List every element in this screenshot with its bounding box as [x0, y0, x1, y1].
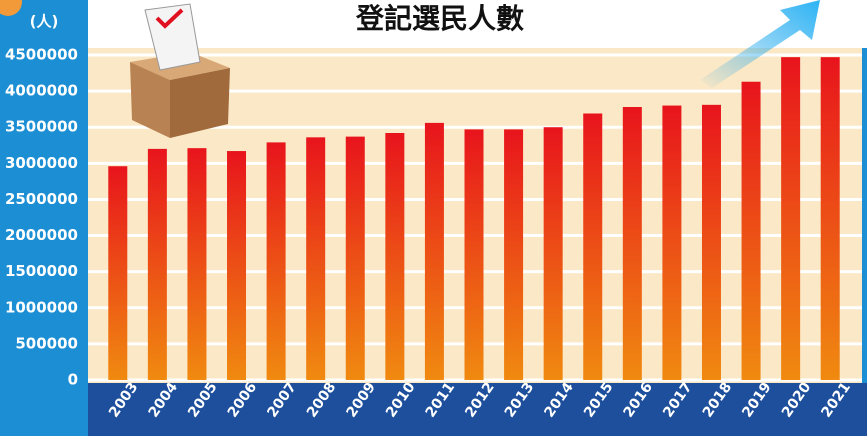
y-tick-label: 4000000 — [5, 82, 78, 100]
bar — [266, 142, 286, 380]
bar — [662, 105, 682, 381]
bar — [227, 151, 247, 380]
x-axis-band — [88, 383, 867, 436]
y-tick-label: 500000 — [15, 334, 78, 352]
bar — [543, 127, 563, 380]
bar — [583, 113, 603, 380]
bar — [820, 57, 840, 381]
bar — [464, 129, 484, 380]
y-tick-label: 1000000 — [5, 298, 78, 316]
corner-icon — [0, 0, 22, 16]
bars — [108, 57, 840, 381]
y-axis-unit: (人) — [30, 13, 59, 31]
bar — [108, 166, 128, 380]
bar — [741, 81, 761, 380]
bar — [701, 104, 721, 380]
bar — [345, 136, 365, 380]
bar — [504, 129, 524, 380]
y-tick-label: 2000000 — [5, 226, 78, 244]
bar — [147, 148, 167, 380]
chart-title: 登記選民人數 — [355, 2, 524, 35]
bar — [306, 137, 326, 380]
y-tick-label: 4500000 — [5, 46, 78, 64]
ballot-box-icon — [130, 3, 230, 138]
title-banner — [88, 0, 867, 48]
bar — [187, 148, 207, 380]
bar — [385, 133, 405, 380]
y-tick-label: 0 — [68, 371, 78, 389]
bar — [781, 57, 801, 381]
y-tick-label: 3500000 — [5, 118, 78, 136]
bar — [424, 122, 444, 380]
y-tick-label: 2500000 — [5, 190, 78, 208]
trend-arrow-icon — [700, 0, 820, 88]
y-tick-label: 1500000 — [5, 262, 78, 280]
y-tick-label: 3000000 — [5, 154, 78, 172]
bar — [622, 107, 642, 380]
